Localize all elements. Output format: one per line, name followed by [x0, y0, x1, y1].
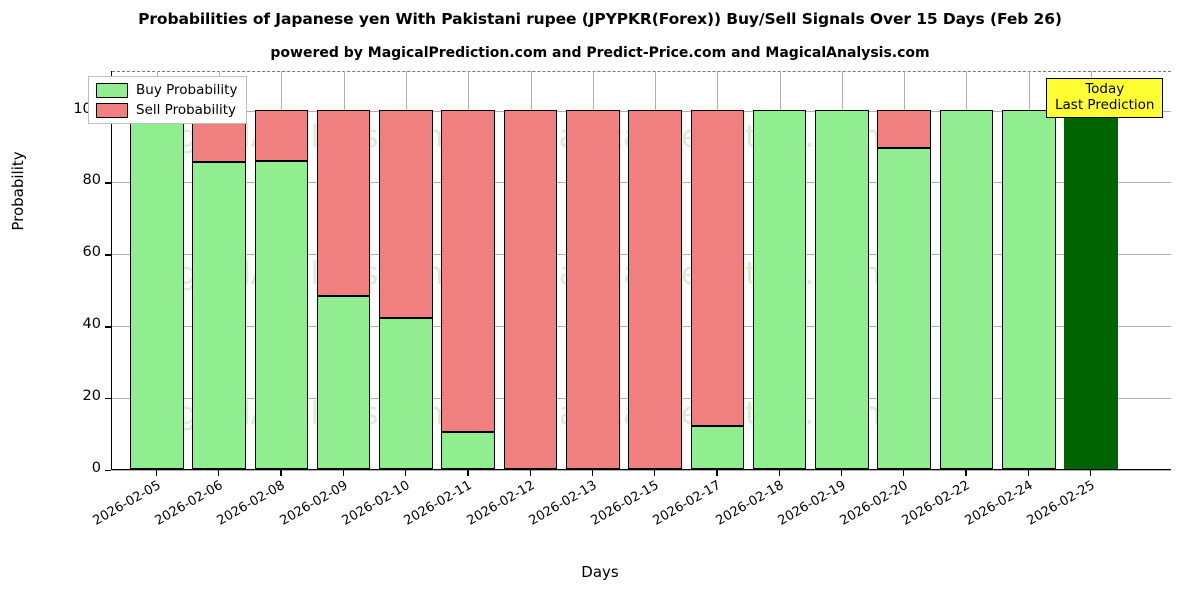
- bar-segment-buy: [379, 318, 433, 469]
- y-tick-mark: [105, 182, 111, 184]
- bar-segment-sell: [503, 109, 558, 469]
- legend-item-sell: Sell Probability: [96, 102, 237, 118]
- bar-2026-02-17[interactable]: [690, 70, 745, 469]
- x-tick-mark: [467, 470, 469, 476]
- y-tick-mark: [105, 254, 111, 256]
- bar-segment-sell: [441, 109, 495, 432]
- last-prediction-label: Last Prediction: [1055, 97, 1155, 114]
- today-last-prediction-badge: Today Last Prediction: [1046, 78, 1164, 118]
- x-axis-label: Days: [581, 563, 619, 581]
- bar-2026-02-06[interactable]: [192, 70, 246, 469]
- legend-label: Sell Probability: [136, 102, 237, 118]
- x-tick-mark: [1027, 470, 1030, 476]
- x-tick-mark: [903, 470, 905, 476]
- bar-2026-02-15[interactable]: [628, 70, 682, 469]
- bar-segment-buy: [752, 109, 807, 469]
- y-tick-mark: [105, 326, 111, 328]
- plot-area: MagicalAnalysis.comMagicalPrediction.com…: [111, 70, 1171, 471]
- bar-segment-sell: [316, 109, 371, 297]
- legend-swatch-icon: [96, 102, 128, 118]
- bar-segment-sell: [877, 109, 931, 148]
- bar-2026-02-20[interactable]: [877, 70, 931, 469]
- bar-segment-buy: [441, 431, 495, 469]
- bar-2026-02-18[interactable]: [752, 70, 807, 469]
- x-tick-mark: [654, 470, 656, 476]
- y-tick-mark: [105, 398, 111, 400]
- bar-segment-buy: [939, 109, 994, 469]
- bar-2026-02-22[interactable]: [939, 70, 994, 469]
- bar-segment-buy: [254, 160, 309, 469]
- y-tick-label: 20: [82, 388, 101, 405]
- bar-2026-02-25[interactable]: [1064, 70, 1118, 469]
- bar-2026-02-24[interactable]: [1001, 70, 1056, 469]
- x-tick-mark: [342, 470, 344, 476]
- bar-segment-sell: [379, 109, 433, 319]
- y-tick-label: 80: [82, 172, 101, 189]
- chart-subtitle: powered by MagicalPrediction.com and Pre…: [270, 45, 930, 61]
- bar-2026-02-12[interactable]: [503, 70, 558, 469]
- bar-segment-today: [1064, 109, 1118, 469]
- bar-2026-02-10[interactable]: [379, 70, 433, 469]
- today-label: Today: [1085, 81, 1125, 97]
- bar-2026-02-08[interactable]: [254, 70, 309, 469]
- x-tick-mark: [1090, 470, 1092, 476]
- legend-item-buy: Buy Probability: [96, 82, 237, 98]
- bar-segment-buy: [192, 161, 246, 469]
- legend-label: Buy Probability: [136, 82, 238, 98]
- bar-2026-02-11[interactable]: [441, 70, 495, 469]
- y-axis-label: Probability: [9, 151, 27, 231]
- bar-segment-buy: [316, 296, 371, 469]
- chart-title: Probabilities of Japanese yen With Pakis…: [138, 10, 1062, 28]
- y-tick-label: 0: [91, 460, 101, 476]
- y-gridline: [112, 470, 1171, 471]
- chart-legend: Buy Probability Sell Probability: [88, 76, 248, 124]
- bar-segment-buy: [815, 109, 869, 469]
- x-tick-mark: [840, 470, 843, 476]
- x-tick-mark: [965, 470, 967, 476]
- x-tick-mark: [155, 470, 158, 476]
- bar-segment-buy: [690, 425, 745, 469]
- x-tick-mark: [280, 470, 282, 476]
- bar-2026-02-09[interactable]: [316, 70, 371, 469]
- bar-segment-sell: [566, 109, 620, 469]
- bar-segment-sell: [254, 109, 309, 161]
- bar-segment-buy: [877, 147, 931, 469]
- y-tick-label: 40: [82, 316, 101, 333]
- bar-segment-sell: [628, 109, 682, 469]
- bar-segment-sell: [690, 109, 745, 426]
- x-tick-mark: [778, 470, 780, 476]
- bar-segment-buy: [130, 109, 184, 469]
- bar-segment-buy: [1001, 109, 1056, 469]
- threshold-dashed-line: [112, 71, 1171, 72]
- x-tick-mark: [591, 470, 594, 476]
- x-tick-mark: [529, 470, 531, 476]
- bar-2026-02-13[interactable]: [566, 70, 620, 469]
- y-tick-label: 60: [82, 244, 101, 261]
- legend-swatch-icon: [96, 82, 128, 98]
- x-tick-mark: [404, 470, 407, 476]
- bar-2026-02-05[interactable]: [130, 70, 184, 469]
- y-tick-mark: [105, 470, 111, 472]
- x-tick-mark: [218, 470, 220, 476]
- x-tick-mark: [716, 470, 718, 476]
- bar-2026-02-19[interactable]: [815, 70, 869, 469]
